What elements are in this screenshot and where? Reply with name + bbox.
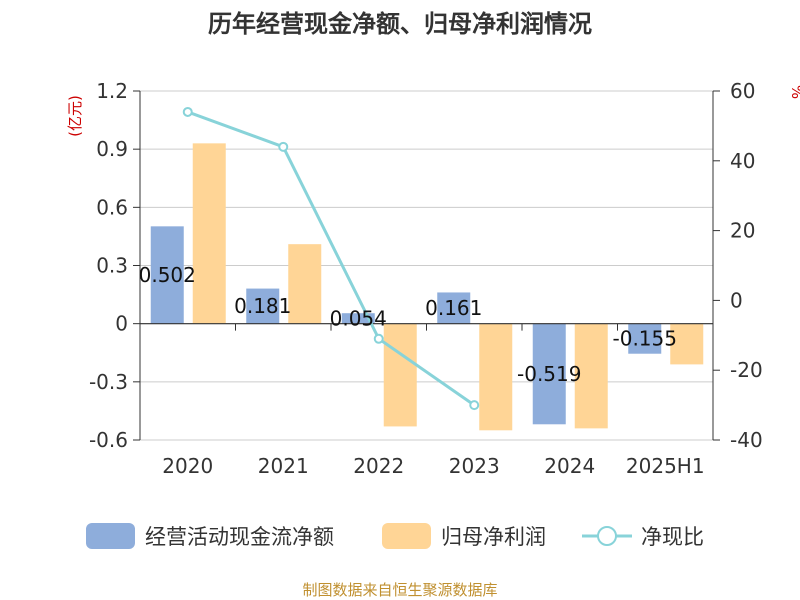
net-profit-bar bbox=[383, 323, 417, 427]
cash-flow-bar bbox=[628, 323, 662, 354]
grid-lines bbox=[140, 90, 713, 441]
right-axis-tick-label: 0 bbox=[730, 288, 743, 312]
right-axis-tick-label: 20 bbox=[730, 219, 755, 243]
x-axis-tick-label: 2023 bbox=[449, 454, 500, 478]
cash-flow-data-label: 0.161 bbox=[425, 296, 482, 320]
left-axis-unit: (亿元) bbox=[66, 95, 84, 137]
ratio-point bbox=[469, 400, 480, 411]
ratio-line-path bbox=[187, 110, 476, 407]
x-axis-tick-label: 2024 bbox=[544, 454, 595, 478]
right-axis-tick-label: -40 bbox=[730, 428, 763, 452]
right-axis-unit: % bbox=[788, 85, 800, 99]
left-axis-tick-label: -0.3 bbox=[89, 370, 128, 394]
left-axis-tick-label: 0.6 bbox=[96, 195, 128, 219]
cash-flow-bar bbox=[532, 323, 566, 425]
net-profit-bar bbox=[479, 323, 513, 431]
legend-cash-label: 经营活动现金流净额 bbox=[145, 525, 334, 549]
cash-flow-data-label: -0.155 bbox=[613, 327, 677, 351]
legend: 经营活动现金流净额 归母净利润 净现比 bbox=[86, 523, 704, 549]
cash-flow-data-label: -0.519 bbox=[517, 362, 581, 386]
ratio-point bbox=[182, 106, 193, 117]
x-axis-tick-label: 2020 bbox=[162, 454, 213, 478]
cash-flow-data-label: 0.054 bbox=[330, 306, 387, 330]
right-axis-tick-label: -20 bbox=[730, 358, 763, 382]
right-axis-tick-label: 40 bbox=[730, 149, 755, 173]
left-axis-tick-label: 0.3 bbox=[96, 254, 128, 278]
cash-flow-bar bbox=[246, 288, 280, 324]
x-axis-tick-label: 2025H1 bbox=[626, 454, 705, 478]
left-axis-tick-label: 0.9 bbox=[96, 137, 128, 161]
x-axis-tick-label: 2022 bbox=[353, 454, 404, 478]
cash-flow-data-label: 0.502 bbox=[139, 263, 196, 287]
legend-profit-swatch bbox=[382, 523, 431, 549]
net-profit-bar bbox=[192, 143, 226, 324]
cash-flow-bar bbox=[437, 292, 471, 324]
net-profit-bar bbox=[288, 244, 322, 324]
x-axis-tick-label: 2021 bbox=[258, 454, 309, 478]
axes: 1.2 0.9 0.6 0.3 0 -0.3 -0.6 60 40 20 0 -20 -40 2020 20… bbox=[89, 79, 763, 478]
left-axis-tick-label: 1.2 bbox=[96, 79, 128, 103]
chart-title: 历年经营现金净额、归母净利润情况 bbox=[208, 10, 592, 38]
cash-flow-bar bbox=[341, 313, 375, 324]
legend-profit-label: 归母净利润 bbox=[441, 525, 546, 549]
bar-marks bbox=[150, 143, 704, 431]
data-labels: 0.502 0.181 0.054 0.161 -0.519 -0.155 bbox=[139, 263, 677, 386]
legend-ratio-marker bbox=[597, 526, 617, 546]
left-axis-tick-label: -0.6 bbox=[89, 428, 128, 452]
cash-flow-data-label: 0.181 bbox=[234, 294, 291, 318]
legend-cash-swatch bbox=[86, 523, 135, 549]
source-note: 制图数据来自恒生聚源数据库 bbox=[302, 581, 497, 599]
right-axis-tick-label: 60 bbox=[730, 79, 755, 103]
ratio-line bbox=[182, 106, 480, 411]
left-axis-tick-label: 0 bbox=[115, 312, 128, 336]
net-profit-bar bbox=[670, 323, 704, 365]
ratio-point bbox=[278, 141, 289, 152]
legend-ratio-label: 净现比 bbox=[641, 525, 704, 549]
cash-flow-bar bbox=[150, 226, 184, 324]
ratio-point bbox=[373, 333, 384, 344]
net-profit-bar bbox=[574, 323, 608, 429]
